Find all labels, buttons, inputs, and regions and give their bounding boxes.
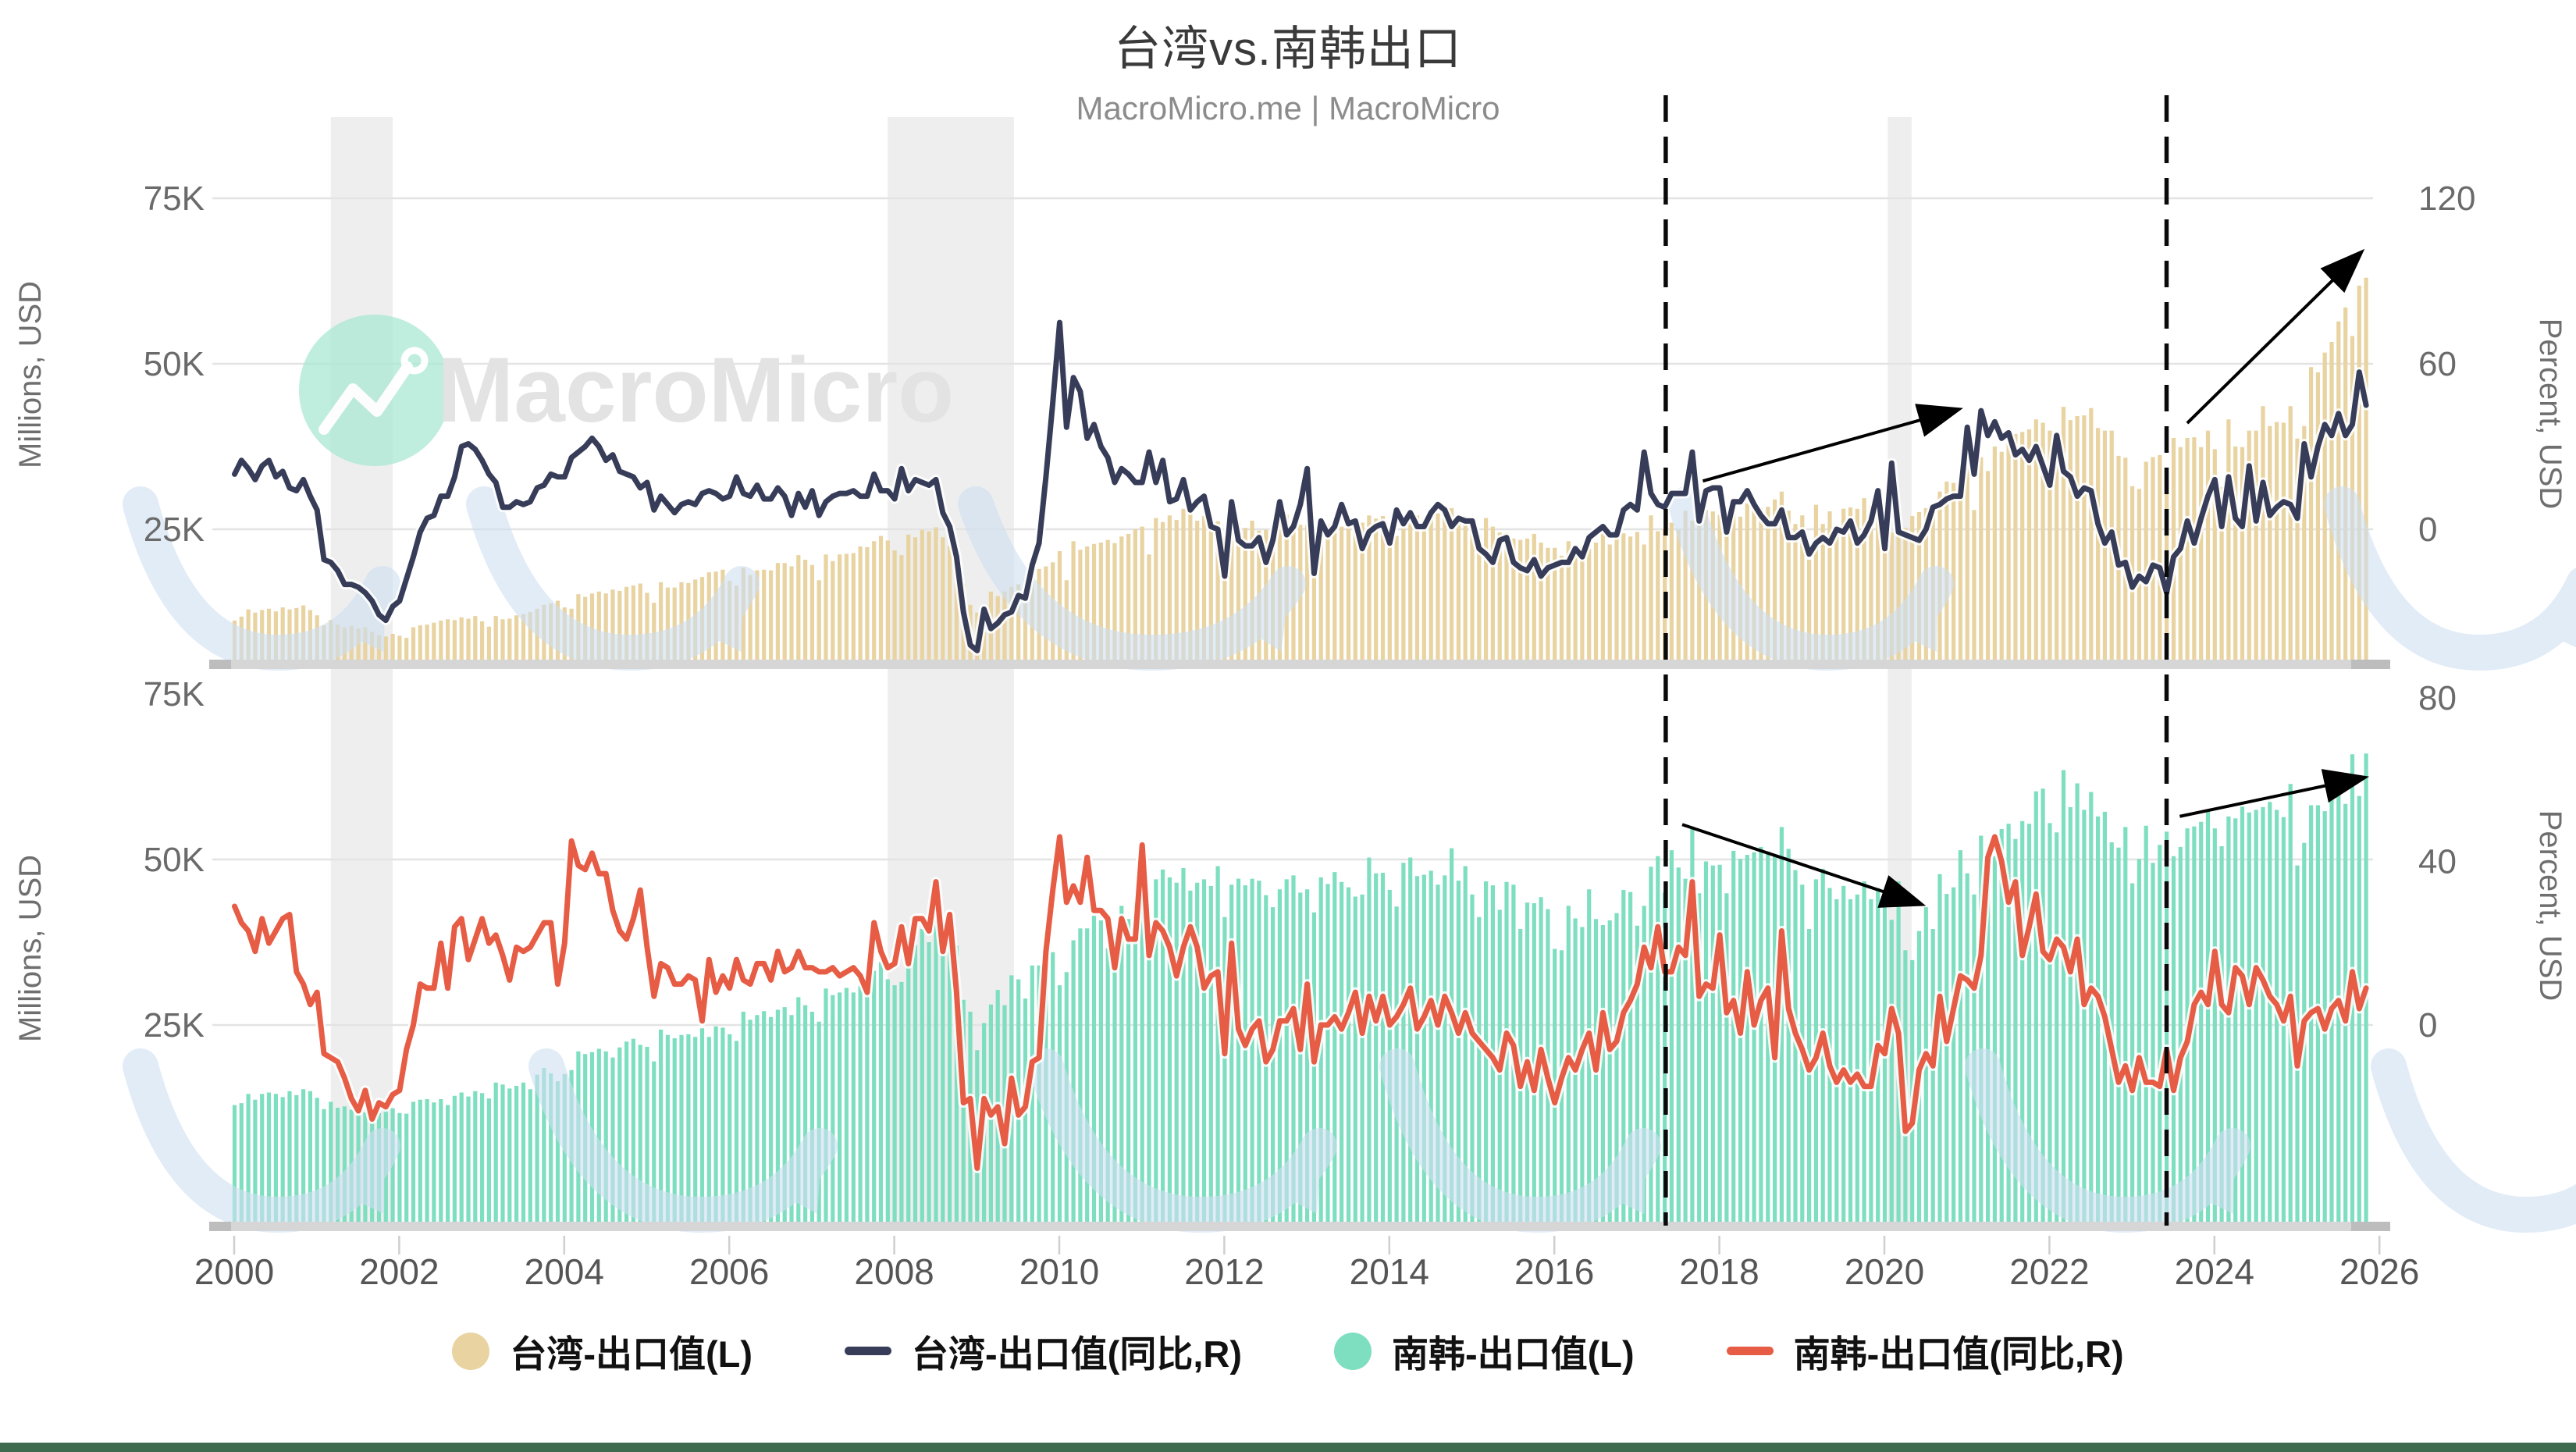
y-axis-tick-right: 0: [2418, 1006, 2437, 1045]
yoy-line-taiwan[interactable]: [232, 319, 2369, 653]
y-axis-tick-right: 40: [2418, 842, 2457, 881]
y-axis-tick-left: 50K: [144, 345, 205, 383]
recession-band: [330, 117, 393, 1226]
y-axis-title-right: Percent, USD: [2533, 810, 2567, 1002]
y-axis-tick-left: 75K: [144, 675, 205, 714]
range-slider-handle-left[interactable]: [209, 660, 231, 669]
x-axis-label: 2016: [1514, 1251, 1594, 1292]
page-title: 台湾vs.南韩出口: [1114, 23, 1462, 75]
trend-arrow: [2179, 769, 2370, 818]
legend-circle-swatch: [452, 1332, 490, 1370]
y-axis-tick-right: 80: [2418, 679, 2457, 717]
legend-item-3[interactable]: 南韩-出口值(同比,R): [1726, 1324, 2124, 1378]
legend-circle-swatch: [1334, 1332, 1372, 1370]
y-axis-title-left: Millions, USD: [13, 855, 48, 1042]
swoosh-watermark-icon: [1028, 1048, 1337, 1233]
trend-arrow: [1681, 823, 1927, 908]
range-slider-track[interactable]: [209, 660, 2373, 669]
swoosh-watermark-icon: [123, 486, 400, 671]
trend-arrow: [2186, 248, 2365, 425]
swoosh-watermark-icon: [528, 1048, 838, 1233]
legend-label: 南韩-出口值(同比,R): [1793, 1333, 2124, 1375]
x-axis-label: 2008: [854, 1251, 934, 1292]
legend-label: 台湾-出口值(L): [510, 1333, 753, 1375]
y-axis-tick-left: 25K: [144, 511, 205, 549]
swoosh-watermark-icon: [466, 486, 760, 671]
x-axis-label: 2026: [2339, 1251, 2419, 1292]
y-axis-title-left: Millions, USD: [13, 281, 48, 468]
legend-item-0[interactable]: 台湾-出口值(L): [452, 1324, 753, 1378]
legend-line-swatch: [845, 1347, 892, 1355]
macromicro-logo-watermark: [299, 315, 450, 466]
range-slider-track[interactable]: [209, 1222, 2373, 1231]
legend-item-1[interactable]: 台湾-出口值(同比,R): [845, 1324, 1242, 1378]
swoosh-watermark-icon: [1965, 1048, 2250, 1233]
swoosh-watermark-icon: [123, 1048, 400, 1233]
x-axis-label: 2012: [1184, 1251, 1264, 1292]
chart-header: 台湾vs.南韩出口 MacroMicro.me | MacroMicro: [0, 11, 2576, 127]
bar-series-korea[interactable]: [232, 753, 2368, 1226]
x-axis-label: 2018: [1679, 1251, 1759, 1292]
x-axis-label: 2002: [359, 1251, 439, 1292]
trend-arrow: [1702, 404, 1963, 483]
x-axis-label: 2022: [2009, 1251, 2089, 1292]
y-axis-tick-left: 75K: [144, 180, 205, 218]
x-axis-label: 2000: [194, 1251, 274, 1292]
y-axis-tick-right: 0: [2418, 511, 2437, 549]
swoosh-watermark-icon: [2371, 1048, 2576, 1233]
range-slider-handle-right[interactable]: [2351, 660, 2390, 669]
yoy-line-korea[interactable]: [232, 834, 2369, 1171]
watermark-text: MacroMicro: [437, 339, 954, 442]
y-axis-title-right: Percent, USD: [2533, 319, 2567, 510]
legend-line-swatch: [1726, 1347, 1774, 1355]
range-slider-handle-right[interactable]: [2351, 1222, 2390, 1231]
y-axis-tick-right: 120: [2418, 180, 2475, 218]
x-axis-label: 2020: [1845, 1251, 1924, 1292]
swoosh-watermark-icon: [1379, 1048, 1661, 1233]
legend-label: 南韩-出口值(L): [1392, 1333, 1635, 1375]
x-axis-label: 2006: [689, 1251, 769, 1292]
swoosh-watermark-icon: [2324, 486, 2576, 671]
x-axis-label: 2024: [2175, 1251, 2254, 1292]
footer-accent-bar: [0, 1443, 2576, 1452]
legend: 台湾-出口值(L) 台湾-出口值(同比,R) 南韩-出口值(L) 南韩-出口值(同比,…: [0, 1324, 2576, 1378]
x-axis-label: 2004: [525, 1251, 604, 1292]
swoosh-watermark-icon: [958, 486, 1306, 671]
legend-label: 台湾-出口值(同比,R): [912, 1333, 1242, 1375]
y-axis-tick-left: 50K: [144, 841, 205, 879]
page-subtitle: MacroMicro.me | MacroMicro: [1076, 90, 1500, 126]
legend-item-2[interactable]: 南韩-出口值(L): [1334, 1324, 1635, 1378]
range-slider-handle-left[interactable]: [209, 1222, 231, 1231]
y-axis-tick-right: 60: [2418, 345, 2457, 383]
x-axis-label: 2014: [1350, 1251, 1429, 1292]
y-axis-tick-left: 25K: [144, 1006, 205, 1045]
x-axis-label: 2010: [1019, 1251, 1099, 1292]
swoosh-watermark-icon: [1668, 486, 1954, 671]
